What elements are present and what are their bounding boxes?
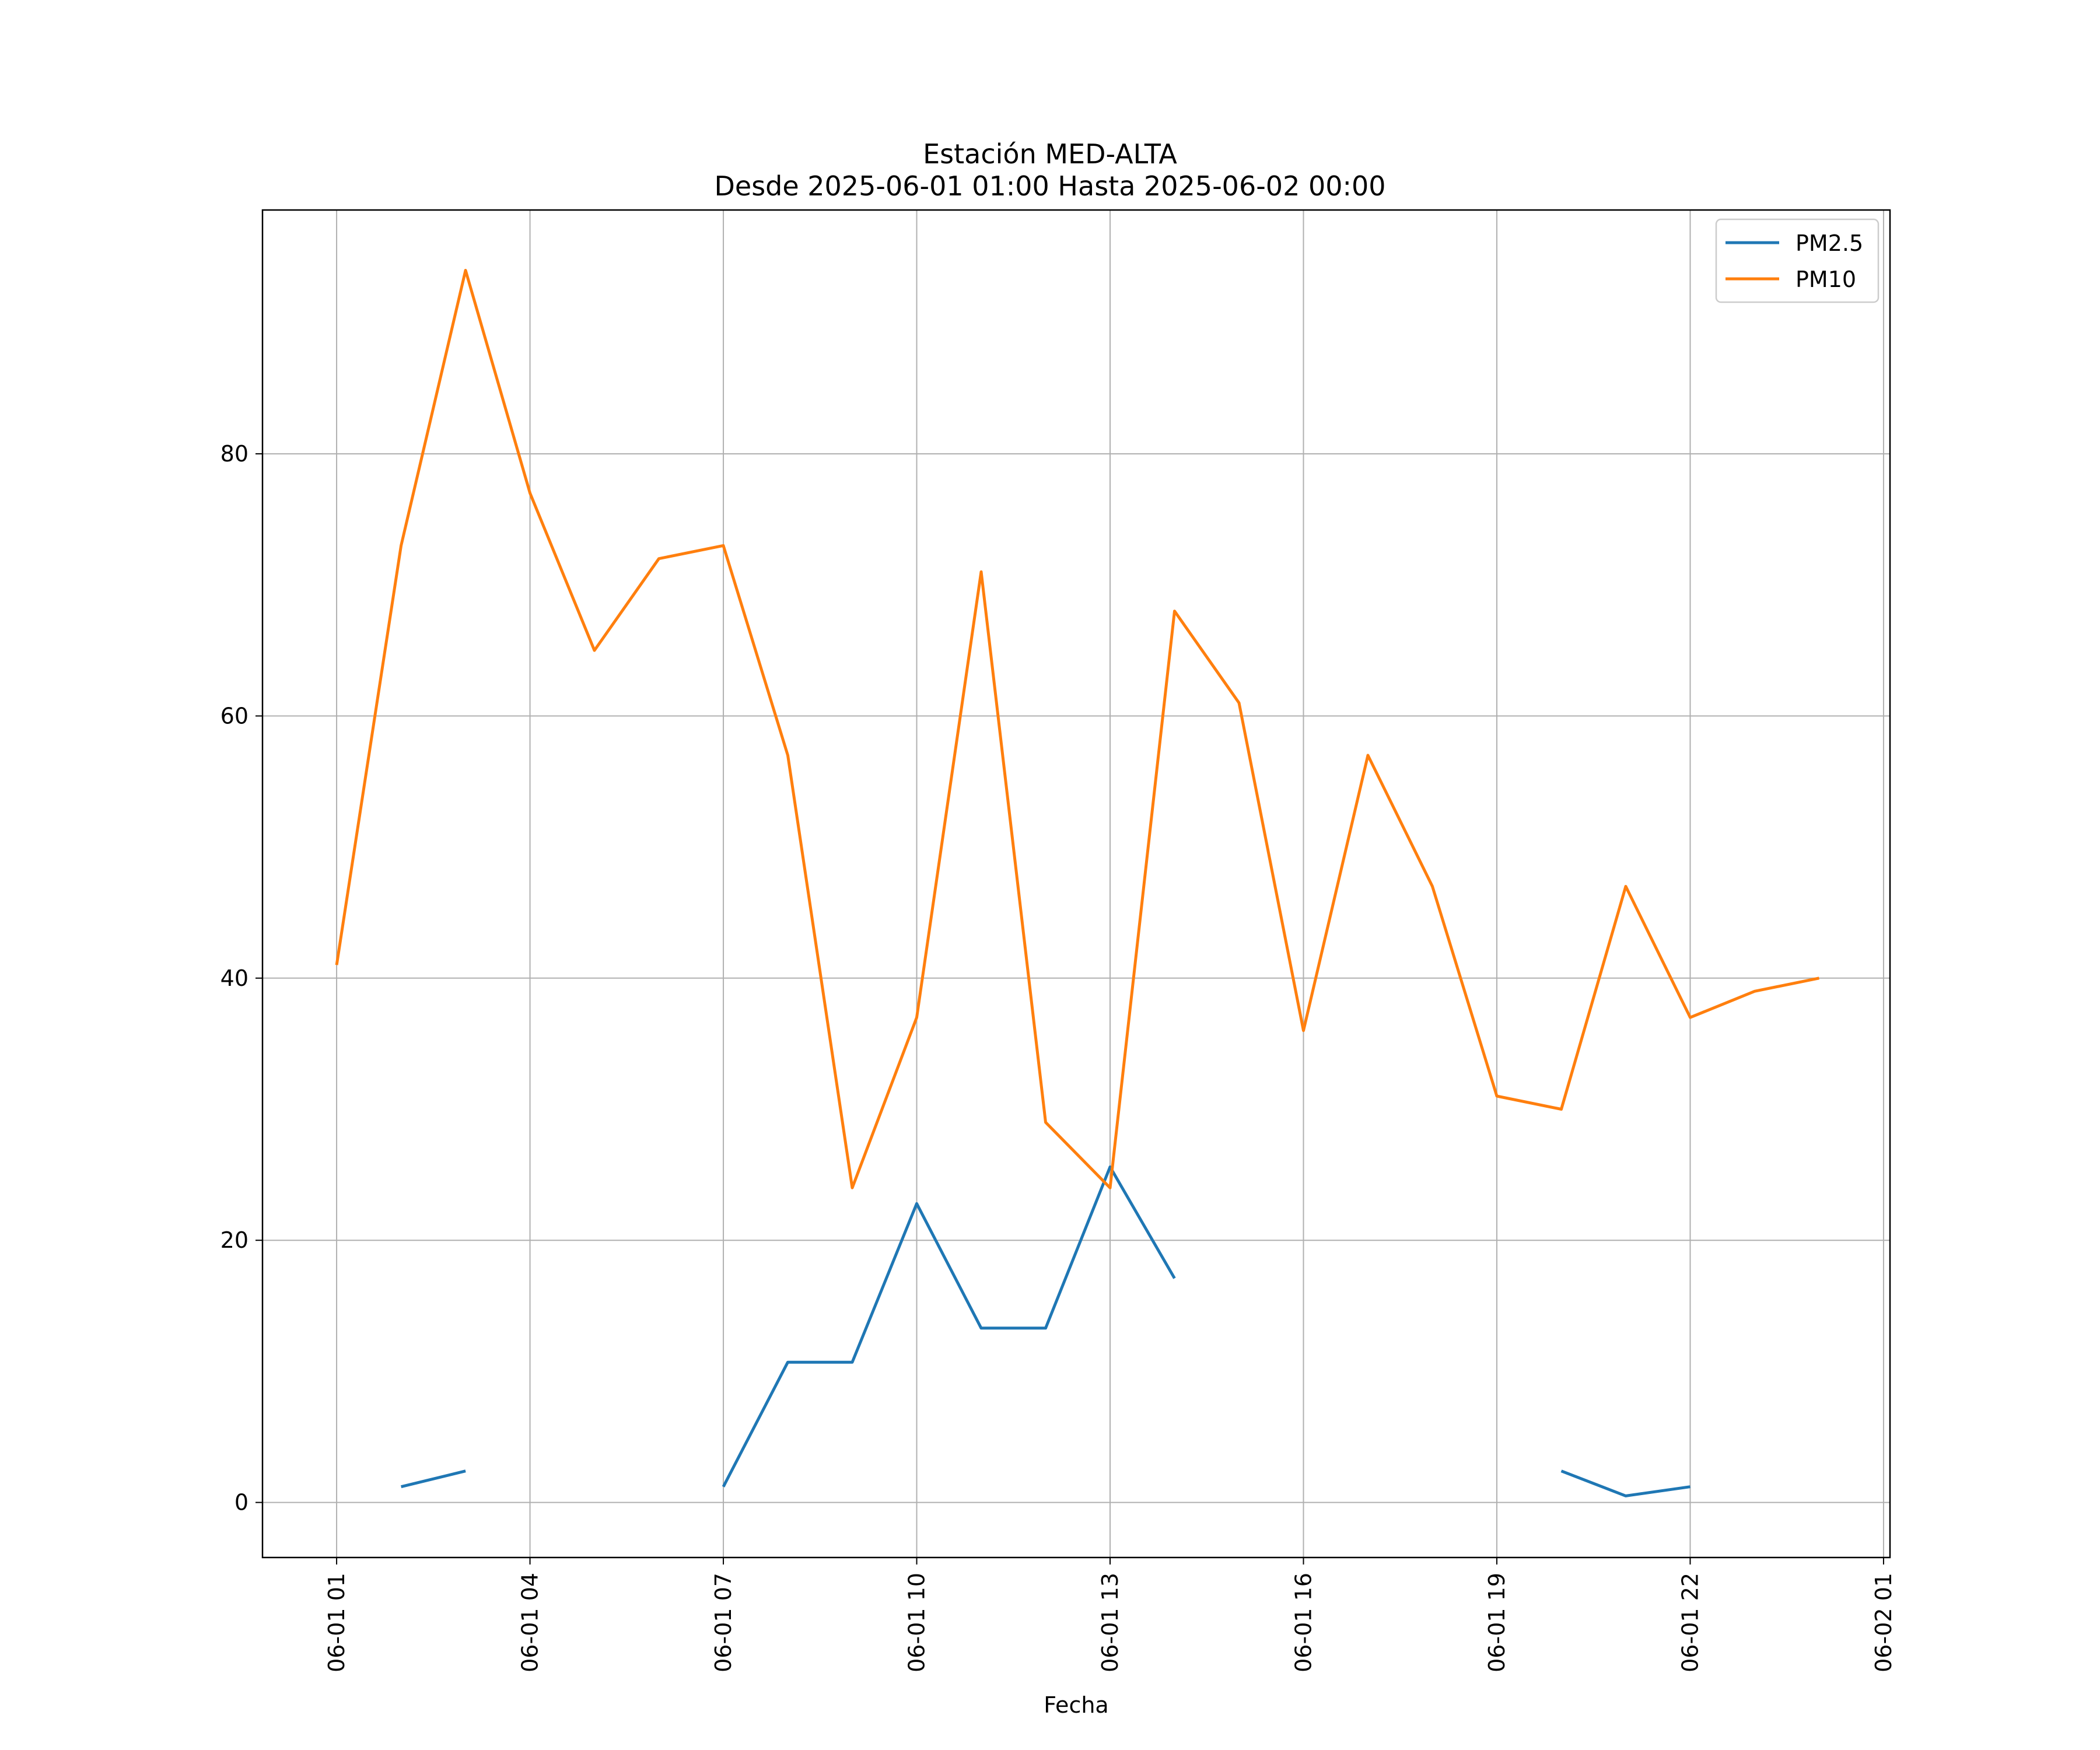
x-tick-label: 06-01 10 — [904, 1573, 930, 1672]
x-tick-label: 06-01 16 — [1290, 1573, 1316, 1672]
plot-frame — [261, 209, 1891, 1559]
legend: PM2.5 PM10 — [1715, 218, 1880, 303]
chart-title: Estación MED-ALTA — [923, 138, 1177, 170]
x-tick-label: 06-01 01 — [324, 1573, 349, 1672]
series-line-pm25 — [722, 1165, 1176, 1488]
legend-label-pm10: PM10 — [1796, 267, 1856, 292]
chart-subtitle: Desde 2025-06-01 01:00 Hasta 2025-06-02 … — [714, 170, 1385, 202]
grid — [262, 210, 1890, 1558]
series-line-pm25 — [1560, 1469, 1690, 1497]
x-tick-label: 06-01 07 — [710, 1573, 736, 1672]
y-axis: 0 20 40 60 80 — [220, 441, 262, 1516]
y-tick-label: 40 — [220, 965, 249, 991]
x-tick-label: 06-02 01 — [1871, 1573, 1896, 1672]
y-tick-label: 0 — [235, 1490, 249, 1516]
y-tick-label: 60 — [220, 703, 249, 729]
legend-label-pm25: PM2.5 — [1796, 230, 1863, 256]
y-tick-label: 80 — [220, 441, 249, 467]
x-axis-label: Fecha — [1044, 1692, 1108, 1718]
series-line-pm25 — [401, 1469, 466, 1489]
x-tick-label: 06-01 13 — [1097, 1573, 1123, 1672]
plot-lines — [335, 268, 1819, 1497]
x-tick-label: 06-01 19 — [1484, 1573, 1510, 1672]
y-tick-label: 20 — [220, 1227, 249, 1253]
x-tick-label: 06-01 22 — [1677, 1573, 1703, 1672]
legend-box — [1715, 218, 1880, 303]
x-axis: 06-01 01 06-01 04 06-01 07 06-01 10 06-01 13… — [324, 1558, 1896, 1672]
series-line-pm10 — [335, 268, 1819, 1189]
x-tick-label: 06-01 04 — [517, 1573, 543, 1672]
